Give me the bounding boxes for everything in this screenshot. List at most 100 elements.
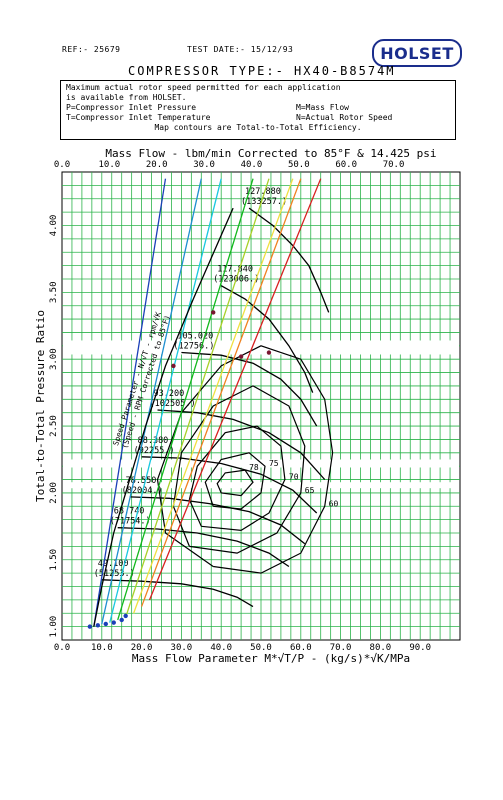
speed-line-value: 127.880 [245,187,281,197]
flow-parameter-line [140,178,302,607]
surge-line-group [93,207,234,627]
top-tick-label: 70.0 [383,160,405,170]
speed-line-value: 117.840 [217,265,253,275]
x-tick-label: 70.0 [330,643,352,653]
speed-line [248,207,330,313]
speed-line-value: 49.100 [98,559,129,569]
y-tick-label: 2.50 [49,415,59,437]
compressor-type-title: COMPRESSOR TYPE:- HX40-B8574M [128,64,396,78]
x-tick-label: 90.0 [409,643,431,653]
efficiency-contour [188,425,286,532]
speed-line [220,285,314,393]
top-tick-label: 40.0 [241,160,263,170]
speed-line-value: 88.380 [138,436,169,446]
top-tick-label: 10.0 [99,160,121,170]
speed-line-value: 93.200 [154,389,185,399]
x-tick-label: 50.0 [250,643,272,653]
speed-line [117,527,290,568]
speed-line [141,456,318,514]
operating-point-marker [266,350,272,355]
efficiency-label: 65 [305,486,315,495]
surge-line [93,207,234,627]
notes-box: Maximum actual rotor speed permitted for… [60,80,456,140]
holset-logo: HOLSET [372,39,462,67]
note-line-1: Maximum actual rotor speed permitted for… [66,83,341,92]
speed-line [129,496,306,545]
efficiency-islands: 60 65 70 75 78 [156,345,339,574]
speed-line-value: 105.020 [177,332,213,342]
flow-parameter-line [148,178,322,601]
top-tick-label: 50.0 [288,160,310,170]
speed-line-rpm: (102505.) [150,399,196,409]
top-tick-label: 60.0 [335,160,357,170]
y-tick-label: 2.00 [49,482,59,504]
efficiency-contour [172,385,306,554]
flow-parameter-line [133,178,294,614]
flow-start-marker [95,623,101,628]
x-axis-title: Mass Flow Parameter M*√T/P - (kg/s)*√K/M… [132,652,410,665]
flow-parameter-line [125,178,270,618]
operating-point-marker [211,310,216,315]
x-tick-label: 40.0 [210,643,232,653]
x-tick-label: 0.0 [54,643,70,653]
note-m-definition: M=Mass Flow [296,103,349,112]
top-tick-label: 0.0 [54,160,70,170]
speed-line [181,351,318,427]
speed-line-rpm: (51253.) [94,569,135,579]
note-t-definition: T=Compressor Inlet Temperature [66,113,211,122]
flow-parameter-lines [93,178,322,627]
y-tick-label: 3.50 [49,281,59,303]
operating-point-marker [238,354,244,359]
efficiency-label: 60 [329,499,339,508]
speed-line [157,409,326,480]
speed-line-rpm: (71754.) [110,517,151,527]
test-date: TEST DATE:- 15/12/93 [187,45,294,54]
y-tick-label: 4.00 [49,215,59,237]
note-efficiency: Map contours are Total-to-Total Efficien… [154,123,362,132]
speed-line-rpm: (92255.) [134,446,175,456]
y-axis-title: Total-to-Total Pressure Ratio [34,310,47,502]
speed-line-rpm: (82004.) [122,486,163,496]
speed-line [101,579,254,608]
speed-line-rpm: (12756.) [173,342,214,352]
x-tick-label: 20.0 [131,643,153,653]
efficiency-label: 78 [249,463,259,472]
chart-grid [61,171,461,641]
note-n-definition: N=Actual Rotor Speed [296,113,393,122]
speed-line-value: 68.740 [114,507,145,517]
flow-parameter-line [109,178,222,623]
scan-gap [63,340,459,355]
flow-parameter-line [101,178,202,625]
y-tick-label: 3.00 [49,348,59,370]
note-p-definition: P=Compressor Inlet Pressure [66,103,197,112]
ref-number: REF:- 25679 [62,45,121,54]
top-tick-label: 30.0 [193,160,215,170]
efficiency-label: 70 [289,473,299,482]
scan-gap [63,482,459,489]
chart-labels: 0.0 10.0 20.0 30.0 40.0 50.0 60.0 70.0 80.0 90.0 0… [34,147,437,665]
x-tick-label: 60.0 [290,643,312,653]
speed-line-value: 78.550 [126,476,157,486]
top-axis-title: Mass Flow - lbm/min Corrected to 85°F & … [105,147,436,160]
y-tick-label: 1.00 [49,616,59,638]
top-tick-label: 20.0 [146,160,168,170]
flow-start-marker [123,613,128,619]
operating-point-marker [171,363,176,369]
efficiency-label: 75 [269,459,279,468]
y-tick-label: 1.50 [49,549,59,571]
x-tick-label: 10.0 [91,643,113,653]
speed-lines: 127.880(133257.)117.840(123006.)105.020(… [94,187,330,608]
chart-markers [87,310,272,629]
flow-parameter-line [117,178,254,621]
flow-start-marker [119,617,124,623]
x-tick-label: 80.0 [370,643,392,653]
flow-start-marker [111,620,116,625]
flow-start-marker [87,624,93,629]
x-tick-label: 30.0 [171,643,193,653]
speed-line-rpm: (133257.) [241,197,287,207]
note-line-2: is available from HOLSET. [66,93,187,102]
efficiency-contour [204,452,266,510]
flow-parameter-line [93,178,167,627]
flow-start-marker [103,621,108,627]
